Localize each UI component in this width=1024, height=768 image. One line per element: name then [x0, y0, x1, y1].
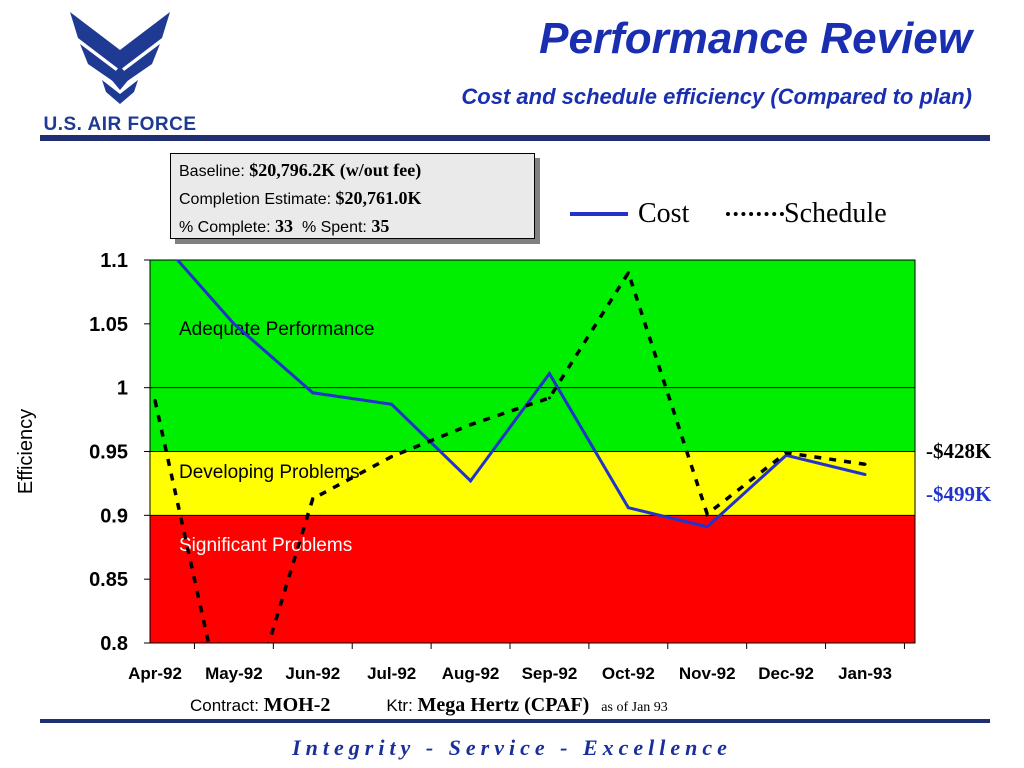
- completion-value: $20,761.0K: [335, 188, 422, 208]
- x-tick-label-0: Apr-92: [128, 664, 182, 683]
- spent-label: % Spent:: [293, 219, 372, 236]
- contract-label: Contract:: [190, 696, 264, 715]
- percent-row: % Complete: 33 % Spent: 35: [179, 213, 526, 241]
- zone-band-1: [150, 451, 915, 516]
- y-tick-label-4: 0.9: [100, 505, 128, 527]
- end-label-1: -$499K: [926, 482, 992, 506]
- as-of-date: as of Jan 93: [601, 700, 668, 715]
- y-tick-label-2: 1: [117, 378, 128, 400]
- ktr-label: Ktr:: [386, 696, 418, 715]
- logo-text: U.S. AIR FORCE: [43, 114, 197, 135]
- data-point-cost-5: [547, 372, 551, 376]
- motto: Integrity - Service - Excellence: [292, 735, 732, 760]
- air-force-logo: U.S. AIR FORCE: [40, 8, 200, 138]
- completion-row: Completion Estimate: $20,761.0K: [179, 185, 526, 213]
- data-point-schedule-9: [863, 462, 867, 466]
- legend-schedule-swatch: [726, 212, 784, 216]
- data-point-cost-9: [863, 472, 867, 476]
- legend-cost-label: Cost: [638, 198, 690, 229]
- bottom-divider: [40, 719, 990, 723]
- data-point-cost-2: [311, 391, 315, 395]
- x-tick-label-8: Dec-92: [758, 664, 814, 683]
- end-label-0: -$428K: [926, 439, 992, 463]
- series-line-cost: [175, 260, 866, 529]
- y-axis-label: Efficiency: [15, 409, 37, 494]
- contract-info: Contract: MOH-2 Ktr: Mega Hertz (CPAF) as …: [190, 694, 668, 717]
- x-tick-label-6: Oct-92: [602, 664, 655, 683]
- data-point-schedule-5: [547, 396, 551, 400]
- zone-band-2: [150, 515, 915, 643]
- complete-value: 33: [275, 216, 294, 236]
- data-point-schedule-6: [626, 271, 630, 275]
- data-point-schedule-7: [705, 512, 709, 516]
- completion-label: Completion Estimate:: [179, 191, 336, 208]
- x-tick-label-5: Sep-92: [522, 664, 578, 683]
- complete-label: % Complete:: [179, 219, 276, 236]
- zone-label-1: Developing Problems: [179, 462, 360, 483]
- spent-value: 35: [371, 216, 390, 236]
- ktr-value: Mega Hertz (CPAF): [417, 694, 590, 716]
- data-point-cost-4: [469, 479, 473, 483]
- data-point-cost-1: [232, 322, 236, 326]
- data-point-schedule-2: [311, 497, 315, 501]
- data-point-schedule-3: [390, 455, 394, 459]
- y-tick-label-3: 0.95: [89, 442, 128, 464]
- data-point-cost-7: [705, 525, 709, 529]
- baseline-value: $20,796.2K (w/out fee): [249, 160, 422, 180]
- data-point-schedule-0: [153, 398, 157, 402]
- series-line-schedule: [153, 268, 866, 643]
- y-tick-label-5: 0.85: [89, 569, 128, 591]
- data-point-cost-6: [626, 506, 630, 510]
- contract-value: MOH-2: [263, 694, 331, 716]
- baseline-row: Baseline: $20,796.2K (w/out fee): [179, 157, 526, 185]
- top-divider: [40, 135, 990, 141]
- baseline-label: Baseline:: [179, 163, 250, 180]
- legend-cost-swatch: [570, 212, 628, 216]
- x-tick-label-7: Nov-92: [679, 664, 736, 683]
- data-point-schedule-4: [469, 423, 473, 427]
- zone-label-2: Significant Problems: [179, 535, 352, 556]
- air-force-wings-icon: [70, 12, 170, 104]
- x-tick-label-4: Aug-92: [442, 664, 500, 683]
- x-tick-label-9: Jan-93: [838, 664, 892, 683]
- y-tick-label-0: 1.1: [100, 250, 128, 272]
- legend-schedule-label: Schedule: [784, 198, 887, 229]
- data-point-schedule-8: [784, 451, 788, 455]
- y-tick-label-6: 0.8: [100, 633, 128, 655]
- y-tick-label-1: 1.05: [89, 314, 128, 336]
- x-tick-label-2: Jun-92: [285, 664, 340, 683]
- info-box: Baseline: $20,796.2K (w/out fee) Complet…: [170, 153, 535, 239]
- data-point-cost-3: [390, 402, 394, 406]
- x-tick-label-1: May-92: [205, 664, 263, 683]
- zone-band-0: [150, 260, 915, 452]
- page-subtitle: Cost and schedule efficiency (Compared t…: [461, 84, 972, 109]
- x-tick-label-3: Jul-92: [367, 664, 416, 683]
- zone-label-0: Adequate Performance: [179, 319, 374, 340]
- page-title: Performance Review: [539, 14, 972, 63]
